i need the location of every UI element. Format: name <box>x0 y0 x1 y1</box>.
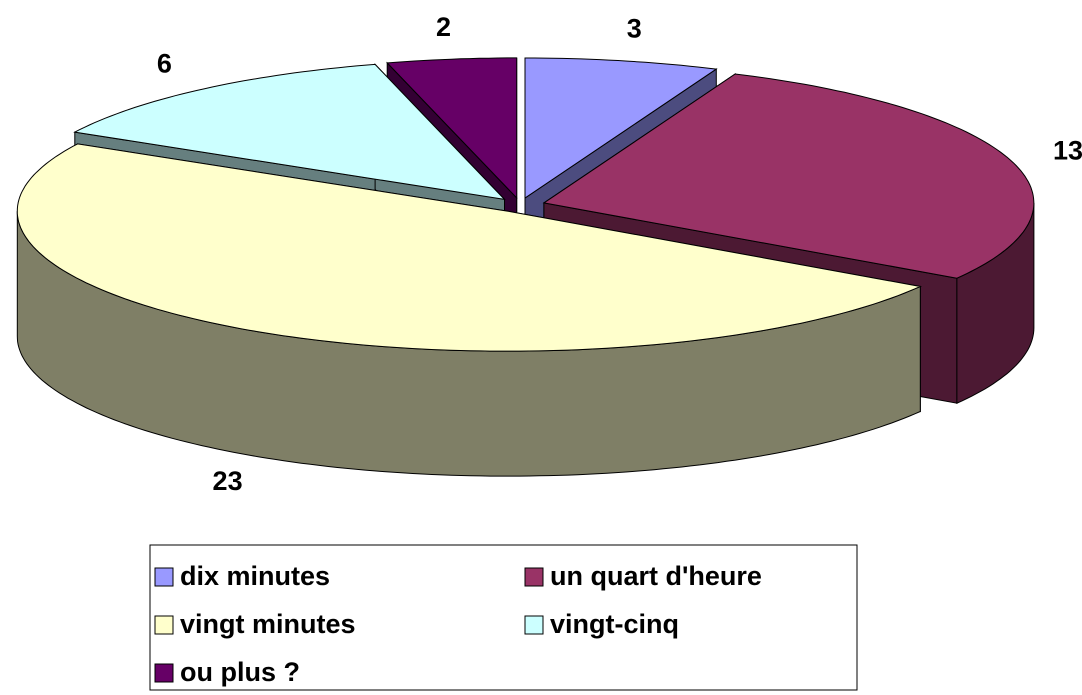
data-label: 13 <box>1053 135 1082 165</box>
data-label: 2 <box>436 12 451 42</box>
legend-label: vingt minutes <box>180 609 356 639</box>
legend-swatch <box>154 663 174 683</box>
data-label: 3 <box>627 14 642 44</box>
legend-label: dix minutes <box>180 561 330 591</box>
legend-label: un quart d'heure <box>550 561 762 591</box>
slice <box>386 57 518 200</box>
legend-label: vingt-cinq <box>550 609 679 639</box>
slice <box>524 57 718 199</box>
data-label: 6 <box>157 48 172 78</box>
slice <box>73 63 506 201</box>
data-label: 23 <box>213 466 243 496</box>
slice <box>542 73 1035 279</box>
legend-swatch <box>154 567 174 587</box>
legend-swatch <box>524 615 544 635</box>
slice <box>16 143 923 352</box>
legend-label: ou plus ? <box>180 657 300 687</box>
legend-swatch <box>524 567 544 587</box>
legend-box <box>149 544 858 691</box>
legend-swatch <box>154 615 174 635</box>
